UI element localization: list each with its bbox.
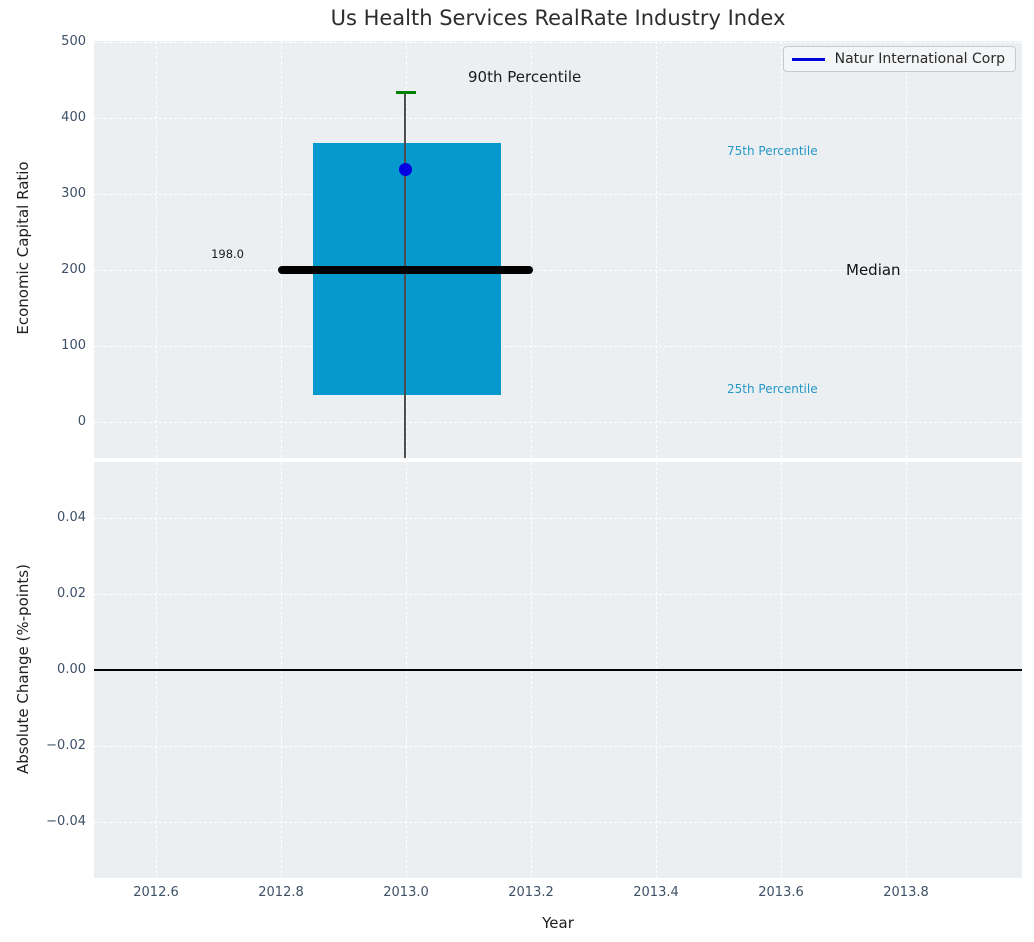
median-line (278, 266, 533, 274)
y-tick-label: 0.02 (57, 586, 86, 601)
y-tick-label: 0.00 (57, 662, 86, 677)
chart-title: Us Health Services RealRate Industry Ind… (330, 6, 786, 30)
gridline (781, 41, 782, 458)
company-data-point (399, 163, 412, 176)
gridline (94, 746, 1022, 747)
x-tick-label: 2013.0 (383, 885, 429, 900)
y-tick-label: −0.04 (46, 814, 86, 829)
gridline (94, 518, 1022, 519)
x-tick-label: 2012.8 (258, 885, 304, 900)
annotation-median: Median (846, 261, 901, 279)
x-tick-label: 2013.4 (633, 885, 679, 900)
y-tick-label: 100 (61, 338, 86, 353)
y-axis-label-top: Economic Capital Ratio (14, 161, 32, 335)
bottom-plot-area (94, 462, 1022, 878)
annotation-25th-percentile: 25th Percentile (727, 382, 818, 396)
x-tick-label: 2012.6 (133, 885, 179, 900)
x-tick-label: 2013.8 (883, 885, 929, 900)
gridline (531, 41, 532, 458)
median-value-label: 198.0 (211, 247, 244, 261)
gridline (94, 346, 1022, 347)
x-tick-label: 2013.6 (758, 885, 804, 900)
gridline (94, 194, 1022, 195)
gridline (281, 41, 282, 458)
top-plot-area: 90th Percentile 75th Percentile Median 2… (94, 41, 1022, 458)
y-tick-label: 0 (77, 414, 86, 429)
y-tick-label: −0.02 (46, 738, 86, 753)
legend: Natur International Corp (782, 46, 1016, 72)
annotation-75th-percentile: 75th Percentile (727, 144, 818, 158)
legend-label: Natur International Corp (834, 51, 1005, 67)
y-tick-label: 500 (61, 34, 86, 49)
gridline (94, 422, 1022, 423)
y-tick-label: 400 (61, 110, 86, 125)
whisker-line (404, 93, 406, 458)
annotation-90th-percentile: 90th Percentile (468, 68, 582, 86)
legend-line-sample (791, 57, 825, 61)
gridline (94, 42, 1022, 43)
y-tick-label: 300 (61, 186, 86, 201)
y-tick-label: 200 (61, 262, 86, 277)
gridline (94, 822, 1022, 823)
gridline (906, 41, 907, 458)
gridline (94, 118, 1022, 119)
gridline (656, 41, 657, 458)
gridline (156, 41, 157, 458)
zero-baseline (94, 669, 1022, 671)
x-tick-label: 2013.2 (508, 885, 554, 900)
y-tick-label: 0.04 (57, 510, 86, 525)
gridline (94, 270, 1022, 271)
p90-cap (396, 91, 416, 94)
y-axis-label-bottom: Absolute Change (%-points) (14, 564, 32, 774)
gridline (94, 594, 1022, 595)
x-axis-label: Year (542, 914, 574, 932)
